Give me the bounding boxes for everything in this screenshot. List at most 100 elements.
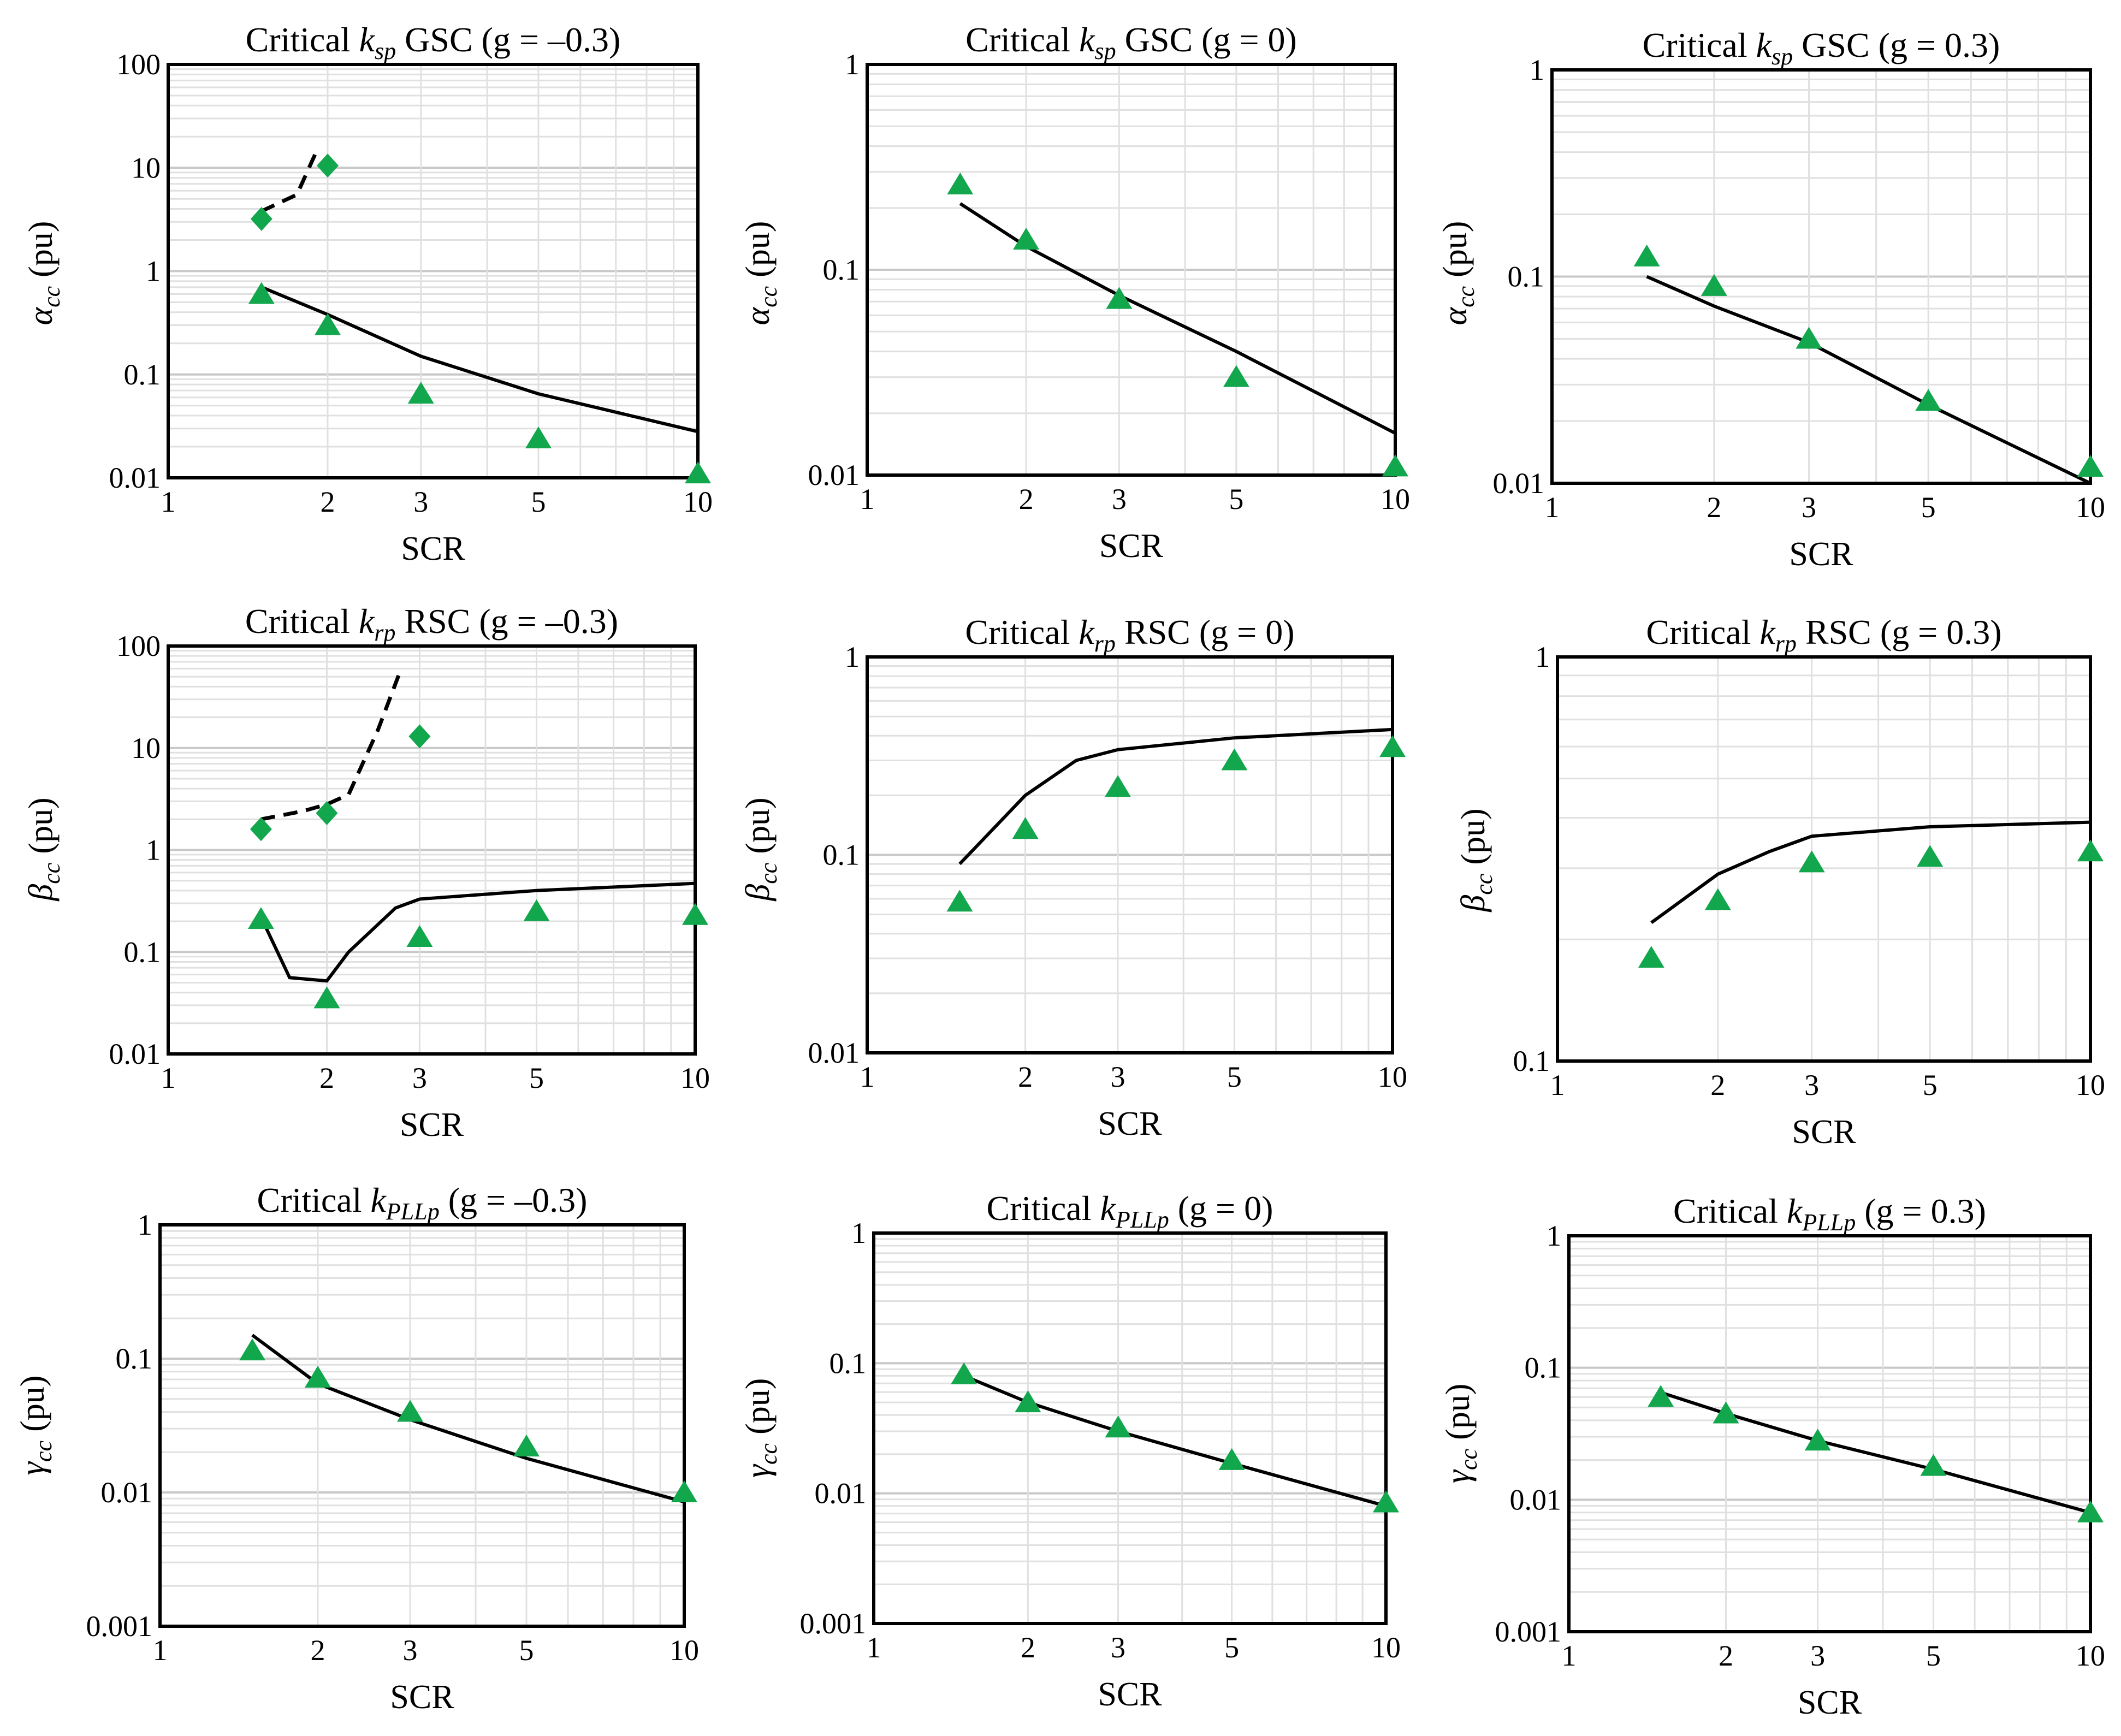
plot-frame	[1550, 68, 2092, 485]
title-k-subscript: PLLp	[386, 1198, 440, 1225]
simulation-marker	[313, 986, 340, 1009]
title-k: k	[1787, 1192, 1803, 1230]
y-tick-label: 1	[146, 255, 161, 288]
simulation-marker	[1920, 1454, 1947, 1476]
y-axis-subscript: cc	[755, 1443, 782, 1465]
x-tick-label: 2	[1021, 1631, 1035, 1664]
y-tick-label: 0.01	[109, 461, 161, 494]
title-suffix: (g = –0.3)	[440, 1181, 588, 1219]
chart-panel: 1 2 3 5 10 0.001 0.01 0.1 1 SCR γcc (pu) Critical kP…	[739, 1189, 1401, 1713]
title-prefix: Critical	[1643, 26, 1756, 64]
plot-frame	[1556, 655, 2092, 1063]
title-k: k	[1079, 613, 1095, 651]
simulation-marker	[2077, 839, 2104, 862]
model-dashed-line	[260, 152, 318, 213]
x-tick-label: 3	[1112, 483, 1127, 516]
x-tick-label: 5	[1224, 1631, 1239, 1664]
y-tick-label: 1	[146, 834, 161, 867]
y-tick-label: 0.01	[808, 1036, 860, 1069]
simulation-marker	[406, 925, 433, 947]
x-tick-label: 2	[1019, 483, 1034, 516]
simulation-marker	[1221, 748, 1248, 771]
simulation-marker-diamond	[250, 817, 272, 842]
simulation-marker-diamond	[408, 724, 431, 749]
y-axis-symbol: γ	[14, 1461, 51, 1475]
simulation-marker	[1704, 888, 1731, 910]
y-axis-symbol: α	[739, 306, 777, 325]
y-axis-subscript: cc	[30, 1440, 57, 1462]
x-tick-label: 1	[860, 483, 875, 516]
title-prefix: Critical	[1646, 613, 1759, 651]
simulation-marker	[1915, 389, 1942, 411]
x-tick-label: 2	[1018, 1060, 1033, 1093]
x-tick-label: 5	[1227, 1060, 1242, 1093]
simulation-marker	[1798, 850, 1825, 873]
y-axis-label: βcc (pu)	[1455, 808, 1497, 912]
y-axis-subscript: cc	[1471, 873, 1497, 895]
plot-frame	[866, 63, 1397, 477]
gridlines	[1569, 1236, 2090, 1632]
x-tick-label: 1	[860, 1060, 875, 1093]
simulation-marker	[1701, 274, 1727, 296]
x-tick-label: 5	[1229, 483, 1243, 516]
y-axis-unit: (pu)	[739, 1378, 777, 1435]
simulation-marker	[1638, 946, 1664, 968]
y-axis-label: γcc (pu)	[739, 1378, 782, 1478]
simulation-marker-diamond	[316, 153, 339, 178]
y-tick-label: 100	[116, 630, 161, 662]
x-tick-label: 3	[1110, 1060, 1125, 1093]
y-tick-label: 0.1	[823, 839, 860, 872]
simulation-marker	[248, 282, 275, 304]
chart-title: Critical kPLLp (g = 0)	[987, 1189, 1273, 1233]
title-k-subscript: PLLp	[1115, 1206, 1169, 1233]
simulation-marker-diamond	[316, 801, 338, 825]
title-k: k	[1079, 20, 1095, 59]
x-tick-label: 3	[1111, 1631, 1125, 1664]
model-dashed-line	[260, 672, 402, 821]
simulation-marker	[1633, 244, 1660, 266]
y-tick-label: 0.1	[830, 1347, 867, 1379]
title-suffix: GSC (g = 0)	[1116, 20, 1297, 59]
y-axis-subscript: cc	[38, 862, 65, 884]
x-tick-label: 5	[531, 485, 546, 518]
title-prefix: Critical	[257, 1181, 371, 1219]
y-tick-label: 1	[845, 48, 860, 81]
y-axis-subscript: cc	[755, 862, 782, 884]
simulation-marker	[2077, 455, 2104, 477]
simulation-marker	[1106, 287, 1133, 309]
y-tick-label: 0.001	[86, 1610, 153, 1643]
gridlines	[1557, 657, 2090, 1061]
chart-title: Critical krp RSC (g = 0)	[965, 613, 1294, 657]
chart-panel: 1 2 3 5 10 0.01 0.1 1 SCR αcc (pu) Critical ksp GSC…	[1437, 26, 2105, 573]
title-suffix: RSC (g = –0.3)	[395, 602, 618, 641]
gridlines	[867, 64, 1395, 475]
title-k: k	[1100, 1189, 1116, 1228]
simulation-marker	[1015, 1390, 1041, 1413]
x-tick-label: 10	[1371, 1631, 1401, 1664]
simulation-marker	[1379, 735, 1406, 757]
x-tick-label: 2	[320, 485, 335, 518]
title-prefix: Critical	[246, 20, 359, 59]
x-tick-label: 2	[310, 1634, 325, 1667]
y-axis-unit: (pu)	[739, 221, 777, 277]
title-k-subscript: rp	[374, 619, 395, 646]
x-tick-label: 5	[519, 1634, 534, 1667]
x-axis-label: SCR	[390, 1679, 454, 1716]
x-tick-label: 10	[670, 1634, 699, 1667]
x-tick-label: 3	[1804, 1069, 1819, 1101]
x-tick-label: 3	[1810, 1639, 1825, 1672]
model-line	[958, 727, 1393, 866]
y-axis-symbol: γ	[1439, 1469, 1477, 1483]
x-tick-label: 10	[1381, 483, 1410, 516]
title-suffix: RSC (g = 0)	[1116, 613, 1295, 651]
title-k-subscript: sp	[1095, 38, 1116, 64]
title-suffix: (g = 0.3)	[1856, 1192, 1986, 1230]
y-tick-label: 0.1	[124, 358, 161, 391]
plot-frame	[1567, 1234, 2092, 1633]
y-tick-label: 0.1	[1508, 260, 1545, 293]
y-tick-label: 0.1	[116, 1342, 153, 1375]
x-tick-label: 10	[2076, 1069, 2105, 1101]
y-tick-label: 0.1	[823, 253, 860, 286]
title-k-subscript: rp	[1094, 630, 1116, 657]
